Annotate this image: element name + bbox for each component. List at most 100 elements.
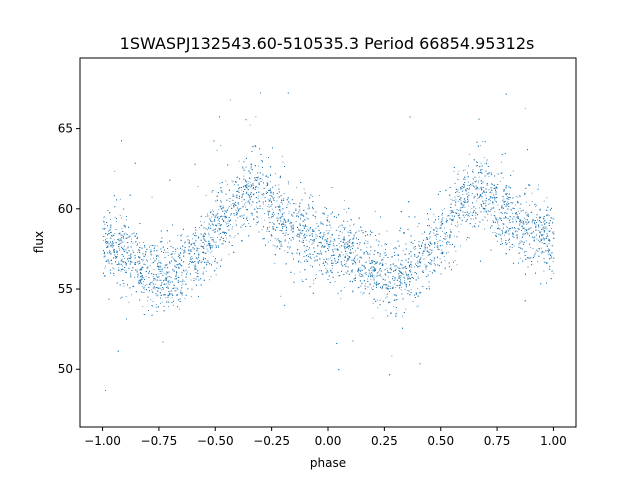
data-point: [160, 267, 162, 269]
data-point: [543, 229, 544, 231]
data-point: [330, 270, 332, 271]
data-point: [400, 278, 401, 280]
data-point: [214, 231, 215, 233]
data-point: [537, 251, 539, 252]
data-point: [125, 270, 127, 272]
data-point: [306, 225, 308, 227]
data-point: [153, 257, 154, 259]
data-point: [552, 217, 554, 219]
data-point: [316, 223, 318, 224]
data-point: [492, 203, 494, 205]
data-point: [288, 213, 290, 215]
data-point: [313, 282, 314, 284]
data-point: [483, 211, 485, 213]
data-point: [346, 244, 348, 246]
data-point: [463, 186, 465, 188]
data-point: [175, 276, 177, 278]
data-point: [293, 226, 295, 228]
data-point: [464, 206, 466, 208]
data-point: [216, 224, 218, 226]
data-point: [165, 265, 167, 267]
data-point: [323, 261, 325, 263]
data-point: [245, 202, 247, 204]
data-point: [494, 211, 496, 213]
data-point: [301, 232, 303, 234]
data-point: [150, 258, 152, 260]
data-point: [330, 227, 332, 229]
data-point: [356, 231, 357, 233]
data-point: [410, 288, 412, 290]
data-point: [487, 213, 489, 215]
data-point: [131, 261, 133, 263]
data-point: [210, 252, 212, 254]
data-point: [458, 170, 460, 172]
data-point: [269, 188, 271, 189]
data-point: [150, 245, 152, 246]
data-point: [114, 171, 116, 172]
data-point: [345, 246, 347, 247]
data-point: [365, 283, 366, 285]
data-point: [414, 248, 416, 250]
data-point: [175, 266, 177, 267]
data-point: [472, 226, 473, 228]
data-point: [531, 201, 533, 203]
data-point: [386, 267, 388, 269]
data-point: [232, 181, 234, 183]
data-point: [519, 241, 521, 243]
data-point: [202, 271, 204, 273]
data-point: [341, 251, 342, 253]
data-point: [394, 299, 396, 301]
data-point: [377, 274, 379, 276]
data-point: [258, 221, 259, 222]
data-point: [489, 202, 491, 204]
data-point: [110, 228, 112, 230]
data-point: [236, 197, 238, 199]
data-point: [527, 221, 529, 223]
data-point: [391, 312, 392, 314]
data-point: [220, 206, 222, 208]
data-point: [342, 226, 344, 228]
data-point: [316, 255, 318, 257]
data-point: [387, 289, 389, 290]
data-point: [296, 187, 298, 189]
data-point: [336, 229, 338, 231]
data-point: [547, 254, 549, 256]
data-point: [384, 255, 386, 256]
data-point: [397, 266, 399, 268]
data-point: [144, 253, 146, 255]
data-point: [452, 220, 454, 221]
data-point: [122, 265, 123, 267]
data-point: [369, 283, 371, 285]
data-point: [205, 262, 207, 264]
data-point: [272, 186, 274, 188]
data-point: [237, 217, 239, 219]
data-point: [501, 161, 502, 163]
data-point: [536, 217, 538, 218]
data-point: [131, 294, 133, 296]
data-point: [446, 243, 447, 245]
data-point: [305, 259, 307, 260]
data-point: [490, 200, 491, 202]
data-point: [488, 176, 490, 178]
data-point: [213, 211, 214, 212]
data-point: [506, 232, 508, 234]
data-point: [340, 298, 342, 300]
data-point: [505, 212, 507, 213]
data-point: [213, 242, 215, 243]
data-point: [166, 242, 168, 244]
data-point: [321, 223, 322, 224]
data-point: [490, 214, 492, 216]
data-point: [165, 297, 167, 299]
data-point: [404, 278, 406, 279]
data-point: [281, 155, 283, 157]
data-point: [436, 245, 438, 246]
data-point: [272, 187, 273, 189]
data-point: [422, 254, 424, 256]
data-point: [256, 211, 258, 212]
data-point: [494, 215, 496, 217]
data-point: [188, 264, 190, 265]
data-point: [179, 281, 181, 282]
data-point: [331, 267, 333, 269]
data-point: [168, 280, 170, 282]
data-point: [281, 202, 283, 204]
